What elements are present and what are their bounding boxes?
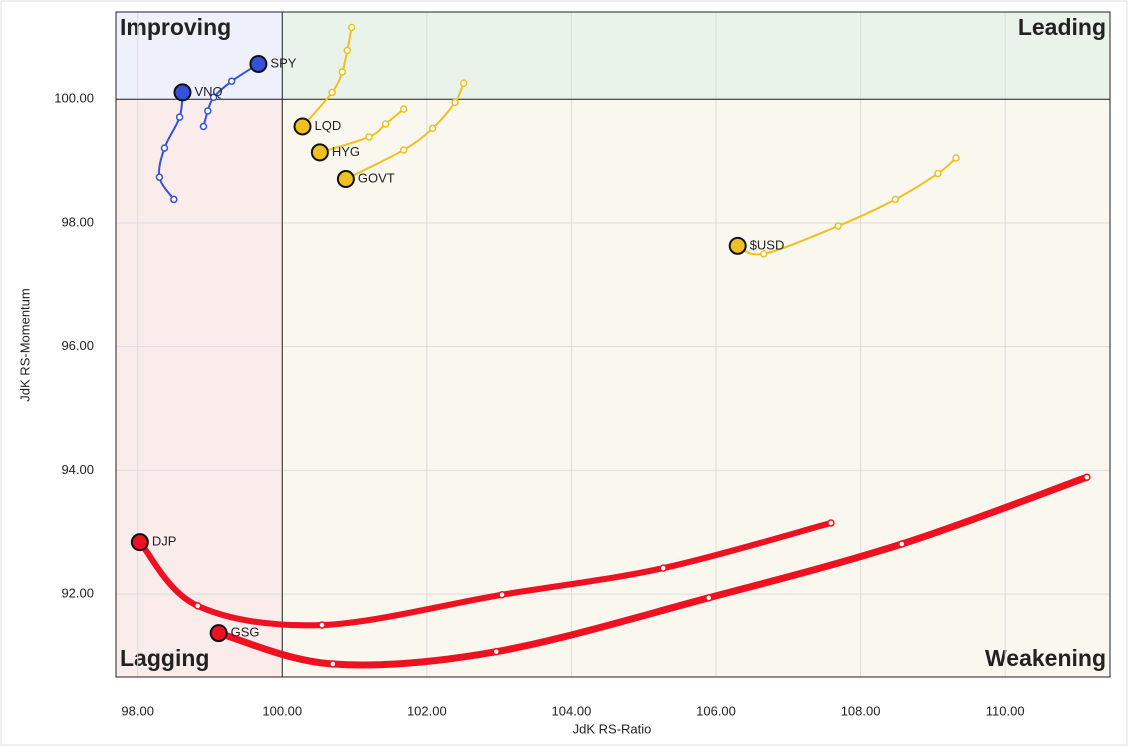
head-point	[130, 533, 149, 552]
trail-point	[891, 195, 900, 204]
trail-point	[898, 540, 906, 548]
series-label: GOVT	[358, 170, 395, 185]
y-tick-label: 98.00	[61, 214, 94, 229]
quadrant-background	[282, 99, 1110, 677]
series-label: $USD	[750, 237, 785, 252]
trail-point	[834, 222, 842, 230]
head-point	[293, 117, 312, 136]
y-axis-title: JdK RS-Momentum	[17, 288, 32, 401]
trail-point	[451, 98, 459, 107]
x-tick-label: 104.00	[552, 703, 592, 718]
series-label: HYG	[332, 144, 360, 159]
trail-point	[381, 120, 390, 128]
head-point	[173, 83, 192, 102]
series-label: SPY	[270, 55, 296, 70]
y-tick-label: 94.00	[61, 462, 94, 477]
series-label: VNQ	[195, 84, 223, 99]
series-label: DJP	[152, 534, 177, 549]
trail-point	[204, 107, 212, 115]
trail-point	[199, 122, 208, 131]
x-tick-label: 98.00	[121, 703, 154, 718]
trail-point	[175, 113, 184, 121]
trail-point	[193, 602, 202, 610]
trail-point	[934, 169, 942, 178]
y-tick-label: 100.00	[54, 91, 94, 106]
head-point	[336, 170, 355, 189]
trail-point	[827, 519, 835, 527]
trail-point	[343, 46, 352, 55]
trail-point	[328, 88, 336, 97]
trail-point	[705, 594, 713, 602]
plot-border	[115, 11, 1111, 678]
trail-point	[1083, 473, 1091, 481]
series-label: LQD	[315, 118, 342, 133]
x-tick-label: 100.00	[262, 703, 302, 718]
trail-point	[347, 23, 356, 32]
head-point	[209, 624, 228, 643]
x-tick-label: 102.00	[407, 703, 447, 718]
quadrant-background	[116, 99, 283, 677]
trail-point	[318, 621, 326, 629]
head-point	[249, 54, 268, 73]
trail-point	[952, 154, 960, 162]
trail-point	[209, 93, 218, 102]
trail-point	[492, 647, 501, 656]
x-tick-label: 106.00	[696, 703, 736, 718]
quadrant-label: Improving	[120, 14, 231, 40]
y-tick-label: 92.00	[61, 586, 94, 601]
quadrant-label: Lagging	[120, 645, 209, 671]
head-point	[728, 236, 747, 255]
x-axis-title: JdK RS-Ratio	[573, 721, 652, 736]
trail-point	[428, 124, 437, 133]
series-label: GSG	[231, 625, 260, 640]
trail-point	[170, 195, 178, 204]
quadrant-label: Weakening	[985, 645, 1106, 671]
trail-point	[329, 660, 337, 668]
y-tick-label: 96.00	[61, 338, 94, 353]
trail-point	[399, 105, 408, 113]
trail-point	[399, 146, 408, 154]
trail-point	[659, 564, 667, 572]
trail-line	[318, 108, 405, 154]
x-tick-label: 110.00	[986, 703, 1025, 718]
trail-point	[338, 68, 347, 76]
quadrant-background	[282, 12, 1110, 100]
trail-point	[498, 590, 506, 599]
trail-point	[365, 133, 373, 141]
quadrant-label: Leading	[1018, 14, 1106, 40]
trail-point	[759, 250, 768, 258]
head-point	[310, 143, 329, 162]
quadrant-background	[116, 12, 283, 100]
trail-point	[160, 144, 169, 152]
trail-point	[155, 173, 164, 181]
trail-point	[227, 77, 236, 86]
x-tick-label: 108.00	[841, 703, 881, 718]
trail-point	[459, 79, 468, 87]
